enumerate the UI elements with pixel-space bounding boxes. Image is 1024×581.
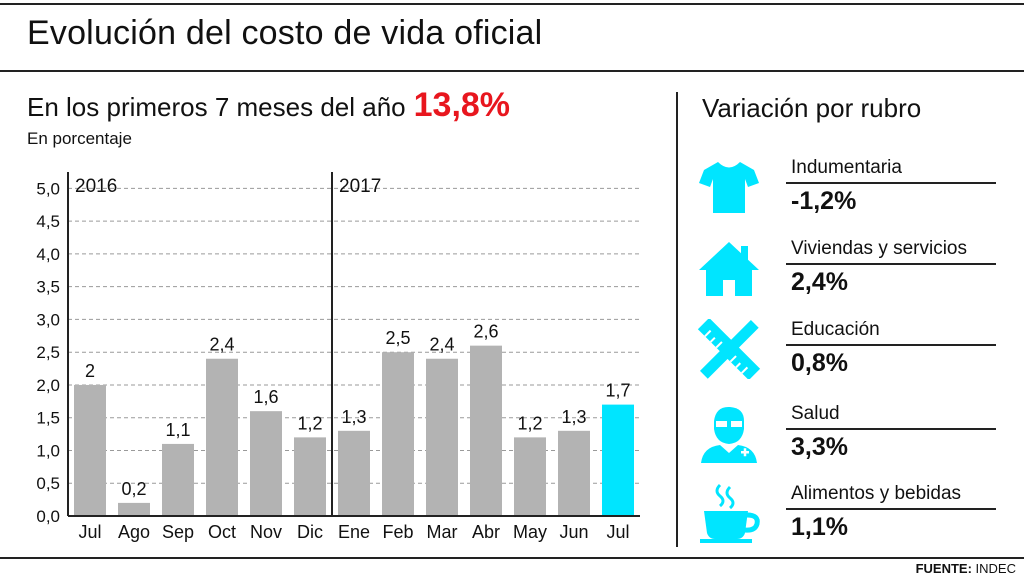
bar-value-label: 1,3 [561,407,586,427]
rubro-value: 3,3% [791,433,848,461]
rubro-rule [786,428,996,430]
x-tick-label: Abr [472,522,500,542]
x-tick-label: Dic [297,522,323,542]
bar [602,404,634,516]
bar-value-label: 1,6 [253,387,278,407]
y-tick-label: 4,5 [36,212,60,231]
rubro-value: 0,8% [791,349,848,377]
bar [118,502,150,516]
bar [162,443,194,516]
x-tick-label: Sep [162,522,194,542]
y-tick-label: 3,0 [36,310,60,329]
year-label: 2017 [339,176,381,197]
title-bar: Evolución del costo de vida oficial [0,0,1024,72]
rubro-label: Salud [791,403,840,424]
rubro-rule [786,263,996,265]
house-icon [699,242,759,296]
bar [338,430,370,516]
source-label: FUENTE: [915,561,972,576]
rubro-label: Viviendas y servicios [791,238,968,259]
rubro-value: 2,4% [791,268,848,296]
bar [382,352,414,516]
title-rule-bottom [0,70,1024,72]
rubro-value: -1,2% [791,187,857,215]
bar-value-label: 2,5 [385,328,410,348]
bar [250,411,282,516]
y-tick-label: 0,0 [36,507,60,526]
bar [426,358,458,516]
bar-chart: 0,0 0,5 1,0 1,5 2,0 2,5 3,0 3,5 4,0 4,5 5,0 2 Jul 0,2… [36,172,640,542]
y-tick-label: 1,5 [36,409,60,428]
chart-unit-label: En porcentaje [27,129,132,148]
x-tick-label: Ene [338,522,370,542]
x-tick-label: Jul [606,522,629,542]
bar [74,384,106,516]
bar-value-label: 1,3 [341,407,366,427]
doctor-icon [701,406,757,463]
x-tick-label: Ago [118,522,150,542]
rubro-rule [786,182,996,184]
page-title: Evolución del costo de vida oficial [27,14,543,52]
ruler-pencil-icon [697,319,761,379]
x-tick-label: Feb [382,522,413,542]
x-tick-label: Jun [559,522,588,542]
rubro-indumentaria: Indumentaria -1,2% [690,157,1000,227]
tshirt-icon [699,162,759,213]
rubro-label: Indumentaria [791,157,902,178]
highlight-value: 13,8% [413,86,511,124]
x-tick-label: Jul [78,522,101,542]
y-tick-label: 3,5 [36,278,60,297]
bar [206,358,238,516]
x-tick-label: Nov [250,522,282,542]
rubro-label: Educación [791,319,880,340]
x-tick-label: Oct [208,522,236,542]
y-tick-label: 4,0 [36,245,60,264]
rubros-title: Variación por rubro [702,93,922,123]
rubro-value: 1,1% [791,513,848,541]
bar-value-label: 0,2 [121,479,146,499]
source-value: INDEC [975,561,1016,576]
footer-rule [0,557,1024,559]
rubro-viviendas: Viviendas y servicios 2,4% [690,238,1000,308]
bar-value-label: 2,6 [473,322,498,342]
year-label: 2016 [75,176,117,197]
bar [514,437,546,516]
y-tick-label: 5,0 [36,179,60,198]
rubro-label: Alimentos y bebidas [791,483,962,504]
rubro-alimentos: Alimentos y bebidas 1,1% [690,483,1000,553]
bar-value-label: 1,2 [517,413,542,433]
section-divider [676,92,678,547]
rubro-rule [786,508,996,510]
y-tick-label: 2,5 [36,343,60,362]
rubro-educacion: Educación 0,8% [690,319,1000,389]
y-tick-label: 2,0 [36,376,60,395]
y-tick-label: 0,5 [36,474,60,493]
coffee-cup-icon [700,483,760,543]
rubro-salud: Salud 3,3% [690,403,1000,473]
bar [294,437,326,516]
bar-value-label: 2,4 [429,335,454,355]
y-tick-label: 1,0 [36,441,60,460]
x-tick-label: Mar [427,522,458,542]
bar [558,430,590,516]
chart-subtitle: En los primeros 7 meses del año [27,92,406,122]
rubro-rule [786,344,996,346]
bar-value-label: 1,2 [297,413,322,433]
bar-value-label: 1,7 [605,381,630,401]
bar-value-label: 2,4 [209,335,234,355]
source-credit: FUENTE: INDEC [916,561,1016,576]
chart-subtitle-row: En los primeros 7 meses del año 13,8% [27,86,510,125]
title-rule-top [0,3,1024,5]
bar-value-label: 2 [85,361,95,381]
bar-value-label: 1,1 [165,420,190,440]
x-tick-label: May [513,522,547,542]
bar [470,345,502,516]
